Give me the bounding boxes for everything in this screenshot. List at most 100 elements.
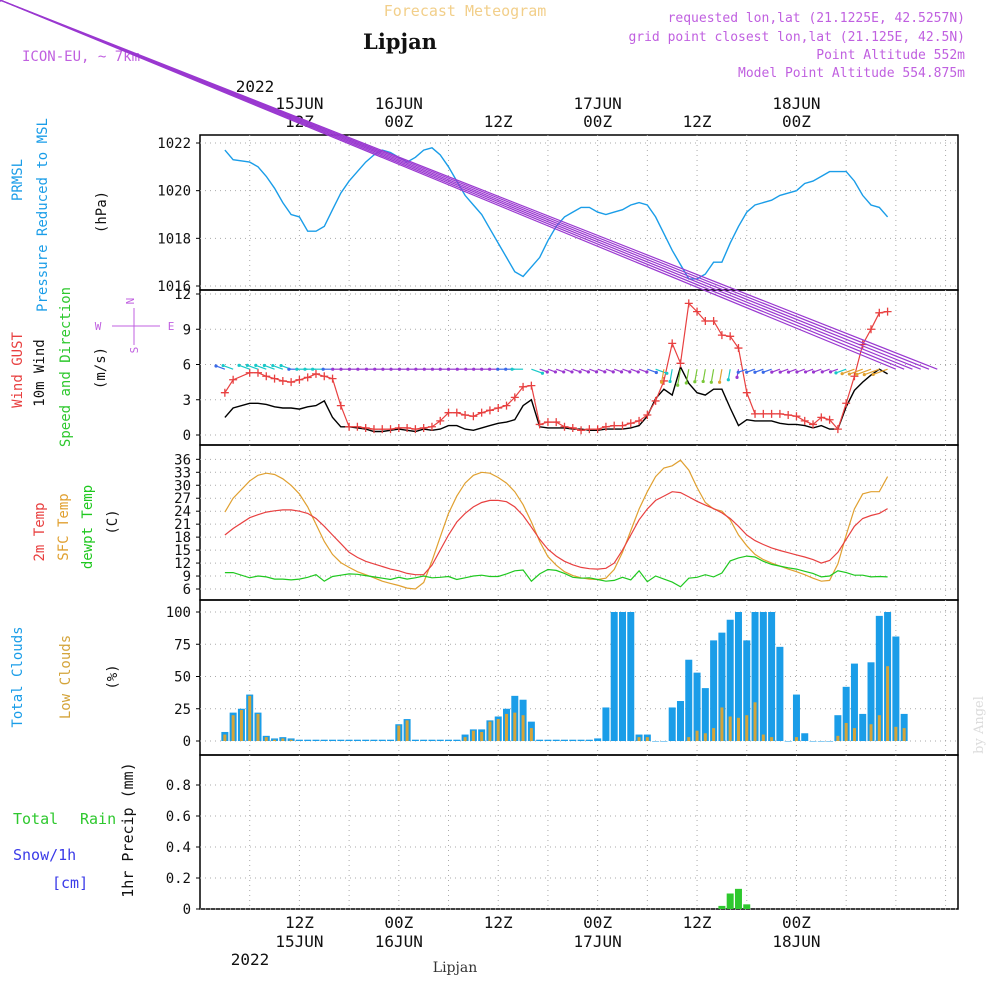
wind-arrow-head	[545, 370, 549, 374]
wind-arrow-head	[660, 380, 664, 384]
low-cloud-bar	[886, 666, 890, 741]
total-cloud-bar	[627, 612, 635, 741]
wind-arrow-head	[847, 372, 851, 376]
wind-direction-arrow	[238, 364, 250, 370]
total-cloud-bar	[353, 739, 361, 741]
y-tick-label: 75	[174, 637, 191, 653]
wind-arrow-head	[430, 367, 435, 371]
total-cloud-bar	[842, 686, 850, 741]
gust-point	[336, 401, 345, 410]
y-tick-label: 27	[174, 491, 191, 507]
wind-arrow-head	[271, 363, 275, 368]
total-cloud-bar	[900, 713, 908, 741]
wind-arrow-head	[786, 370, 791, 374]
wind-arrow-head	[488, 367, 492, 371]
y-tick-labels: 1016101810201022036912691215182124273033…	[157, 136, 191, 918]
top-date-label: 16JUN	[375, 94, 423, 113]
footer-location: Lipjan	[433, 960, 477, 976]
wind-arrow-head	[726, 378, 730, 382]
wind-arrow-head	[455, 367, 459, 371]
wind-direction-arrow	[222, 364, 234, 370]
y-tick-label: 24	[174, 504, 191, 520]
y-tick-label: 1016	[157, 279, 191, 295]
temp2m-label: 2m Temp	[32, 502, 48, 561]
wind-arrow-head	[735, 375, 739, 379]
total-cloud-bar	[668, 707, 676, 741]
total-cloud-bar	[792, 694, 800, 741]
wind-arrow-head	[676, 383, 680, 387]
low-cloud-bar	[405, 720, 409, 741]
low-cloud-bar	[256, 713, 260, 741]
gust-point	[253, 368, 262, 377]
total-cloud-bar	[743, 640, 751, 741]
wind-direction-arrow	[0, 0, 938, 370]
gust-point	[693, 307, 702, 316]
gust-point	[643, 411, 652, 420]
y-tick-label: 9	[183, 569, 191, 585]
wind-arrow-head	[828, 370, 833, 374]
wind-direction-arrow	[531, 368, 543, 374]
wind-arrow-head	[221, 363, 225, 368]
wind-arrow-head	[603, 370, 607, 374]
dewpt-label: dewpt Temp	[80, 485, 96, 569]
low-cloud-bar	[761, 734, 765, 741]
bottom-date-label: 18JUN	[772, 932, 820, 951]
total-cloud-bar	[320, 739, 328, 741]
gust-point	[419, 423, 428, 432]
low-cloud-bar	[852, 728, 856, 741]
wind-10m-line	[224, 365, 888, 433]
wind-arrow-head	[665, 371, 669, 375]
low-cloud-bar	[223, 734, 227, 741]
total-cloud-bar	[544, 739, 552, 741]
gust-point	[717, 331, 726, 340]
total-cloud-bar	[850, 663, 858, 741]
y-tick-label: 21	[174, 517, 191, 533]
total-cloud-bar	[536, 739, 544, 741]
gust-point	[560, 422, 569, 431]
low-cloud-bar	[869, 724, 873, 741]
total-cloud-bar	[859, 713, 867, 741]
total-cloud-bar	[610, 612, 618, 741]
wind-arrow-head	[871, 372, 875, 377]
meteogram-title: Forecast Meteogram	[384, 2, 547, 20]
total-cloud-bar	[726, 619, 734, 741]
gust-point	[469, 412, 478, 421]
gust-point	[311, 369, 320, 378]
wind-arrow-head	[0, 0, 2, 2]
total-cloud-bar	[271, 738, 279, 741]
wind-arrow-head	[820, 370, 824, 374]
wind-arrow-head	[628, 370, 632, 374]
compass-north: N	[124, 298, 137, 305]
total-cloud-bar	[445, 739, 453, 741]
gust-point	[369, 425, 378, 434]
total-cloud-bar	[329, 739, 337, 741]
gust-point	[751, 409, 760, 418]
low-cloud-bar	[463, 737, 467, 741]
low-cloud-bar	[736, 717, 740, 741]
dewpt-line	[224, 555, 888, 588]
total-cloud-bar	[652, 741, 660, 742]
low-cloud-bar	[480, 731, 484, 741]
wind-direction-arrow	[835, 368, 847, 374]
gust-point	[883, 307, 892, 316]
bottom-time-label: 00Z	[782, 913, 811, 932]
wind-arrow-head	[254, 363, 258, 367]
wind-arrow-head	[709, 380, 713, 384]
wind-panel-frame	[199, 289, 959, 446]
total-cloud-bar	[453, 739, 461, 741]
wind-arrow-head	[406, 367, 410, 371]
wind-arrow-head	[339, 367, 343, 371]
gust-point	[527, 381, 536, 390]
wind-arrow-head	[553, 370, 558, 374]
watermark: by Angel	[972, 696, 987, 754]
wind-arrow-head	[480, 367, 484, 371]
gust-point	[684, 299, 693, 308]
compass-west: W	[95, 320, 102, 333]
y-tick-label: 0.4	[166, 840, 191, 856]
low-cloud-bar	[728, 716, 732, 741]
y-tick-label: 0.8	[166, 778, 191, 794]
compass-south: S	[128, 347, 141, 354]
y-tick-label: 1022	[157, 136, 191, 152]
